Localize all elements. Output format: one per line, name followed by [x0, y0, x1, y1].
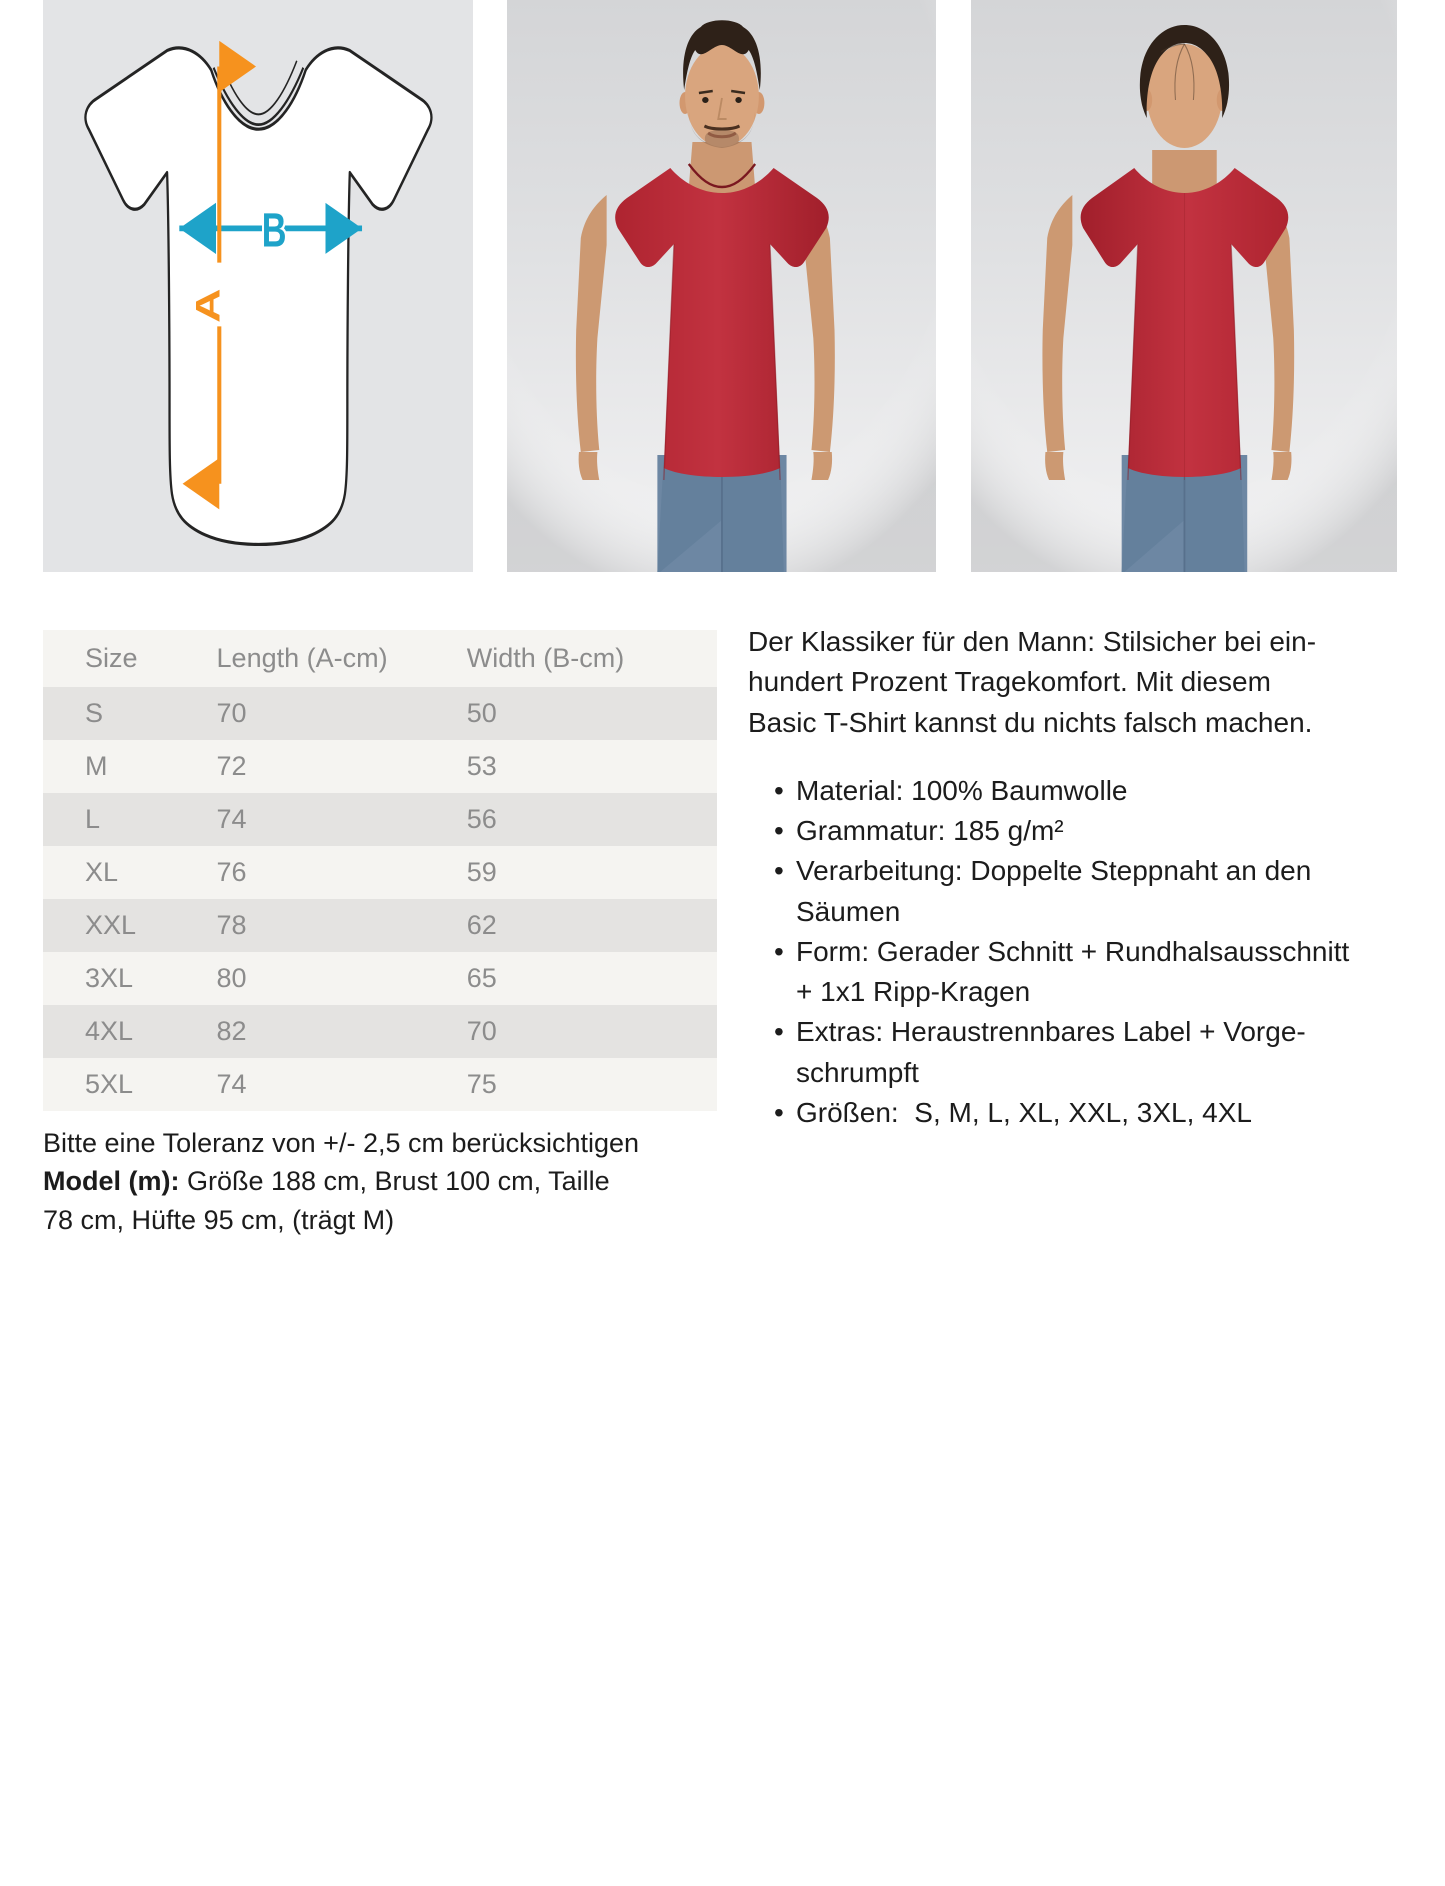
- svg-text:A: A: [188, 288, 227, 323]
- svg-text:B: B: [262, 203, 287, 257]
